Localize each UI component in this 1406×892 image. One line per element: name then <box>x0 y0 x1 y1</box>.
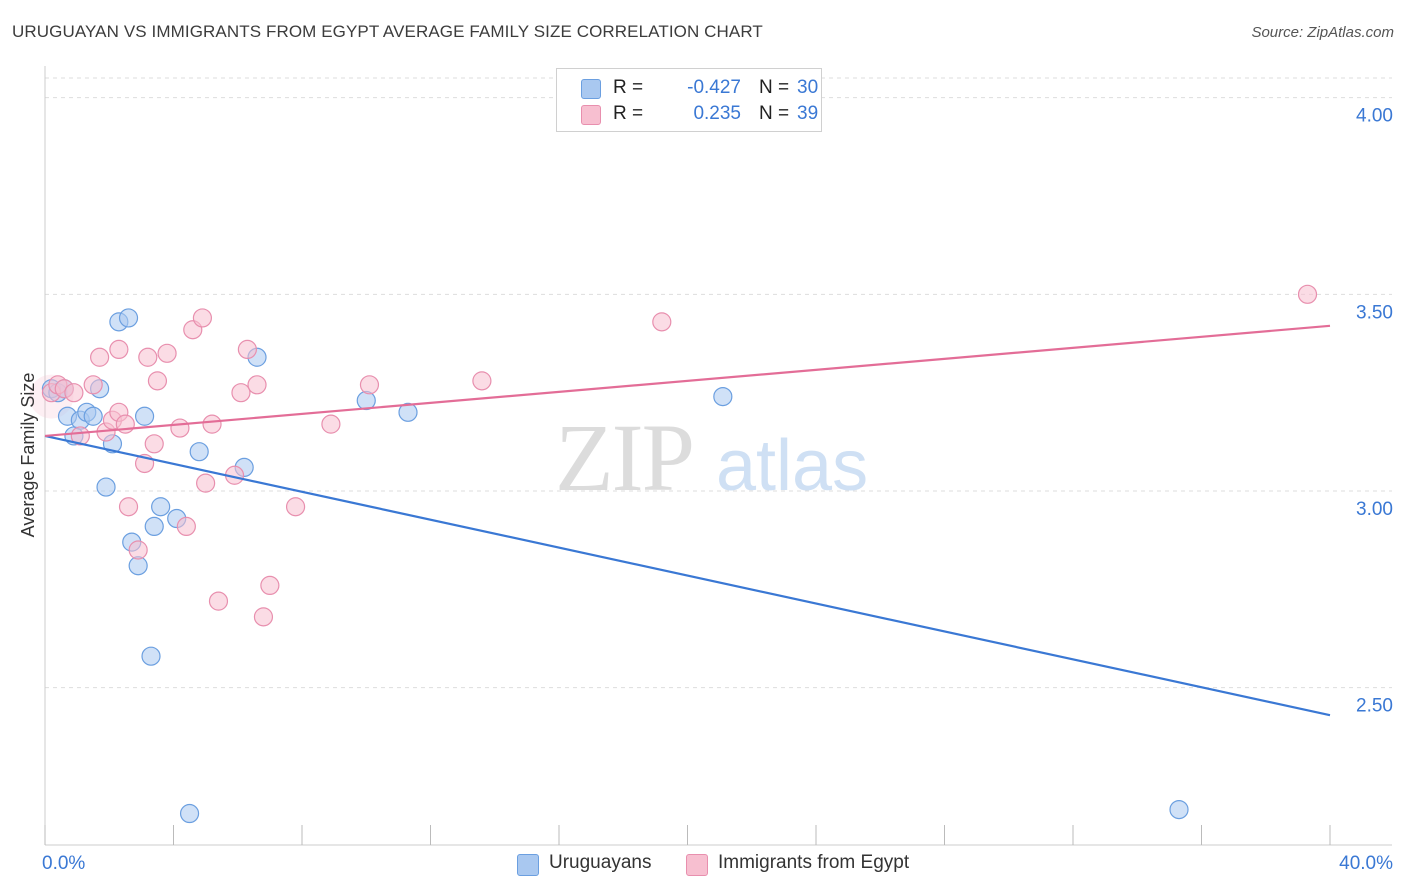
r-value: -0.427 <box>687 77 741 98</box>
watermark-zip: ZIP <box>555 404 693 511</box>
egypt-point <box>147 371 168 391</box>
watermark-atlas: atlas <box>716 426 868 506</box>
egypt-point <box>90 347 110 367</box>
egypt-point <box>138 347 158 367</box>
uruguayan-point <box>151 497 171 517</box>
n-label: N = <box>759 77 790 98</box>
y-axis-label: Average Family Size <box>18 373 38 538</box>
legend-label: Immigrants from Egypt <box>718 852 910 873</box>
uruguayan-point <box>83 406 103 426</box>
egypt-point <box>253 607 274 627</box>
uruguayan-point <box>144 516 164 537</box>
egypt-point <box>237 339 257 359</box>
chart-title: URUGUAYAN VS IMMIGRANTS FROM EGYPT AVERA… <box>12 22 763 41</box>
egypt-point <box>652 312 672 332</box>
uruguayan-trend-line <box>44 434 1331 717</box>
egypt-point <box>64 383 84 403</box>
uruguayan-point <box>134 406 155 426</box>
egypt-point <box>196 473 216 493</box>
egypt-point <box>157 343 177 363</box>
n-value: 30 <box>797 77 819 98</box>
uruguayan-point <box>398 402 418 422</box>
egypt-point <box>176 516 196 537</box>
egypt-point <box>83 375 103 395</box>
legend-label: Uruguayans <box>549 852 652 873</box>
watermark: ZIP atlas <box>555 404 868 511</box>
r-value: 0.235 <box>693 103 741 124</box>
egypt-point <box>321 414 341 434</box>
egypt-point <box>359 375 380 395</box>
x-tick-label: 40.0% <box>1339 853 1393 874</box>
egypt-point <box>128 540 148 560</box>
blue-swatch <box>517 854 539 876</box>
r-label: R = <box>613 77 644 98</box>
egypt-point <box>202 414 222 434</box>
n-value: 39 <box>797 103 819 124</box>
y-tick-label: 4.00 <box>1356 106 1393 127</box>
stats-legend: R = -0.427 N = 30 R = 0.235 N = 39 <box>556 68 822 132</box>
tick-labels: 2.50 3.00 3.50 4.00 0.0% 40.0% <box>42 106 1393 874</box>
egypt-point <box>144 434 164 454</box>
y-tick-label: 3.50 <box>1356 302 1393 323</box>
uruguayan-point <box>189 442 209 462</box>
uruguayan-point <box>1169 799 1189 820</box>
egypt-point <box>247 375 267 395</box>
y-tick-label: 2.50 <box>1356 696 1393 717</box>
egypt-point <box>192 308 213 328</box>
egypt-point <box>170 418 190 438</box>
uruguayan-point <box>141 646 161 666</box>
pink-swatch <box>686 854 708 876</box>
uruguayan-point <box>118 308 139 328</box>
uruguayan-point <box>713 387 733 407</box>
egypt-point <box>285 497 306 517</box>
trend-lines <box>44 324 1331 717</box>
axes <box>44 66 1392 846</box>
grid-lines <box>45 77 1392 689</box>
blue-swatch <box>581 79 601 99</box>
egypt-point <box>208 591 229 611</box>
data-points <box>29 284 1318 824</box>
egypt-point <box>472 371 492 391</box>
uruguayan-point <box>179 803 200 824</box>
egypt-point <box>1297 284 1318 304</box>
n-label: N = <box>759 103 790 124</box>
source-label: Source: ZipAtlas.com <box>1251 24 1394 41</box>
uruguayan-point <box>96 477 116 497</box>
egypt-point <box>231 383 251 403</box>
r-label: R = <box>613 103 644 124</box>
egypt-point <box>260 575 280 596</box>
egypt-point <box>109 339 129 359</box>
egypt-point <box>118 497 139 517</box>
pink-swatch <box>581 105 601 125</box>
egypt-trend-line <box>44 324 1331 438</box>
y-tick-label: 3.00 <box>1356 499 1393 520</box>
x-tick-label: 0.0% <box>42 853 85 874</box>
